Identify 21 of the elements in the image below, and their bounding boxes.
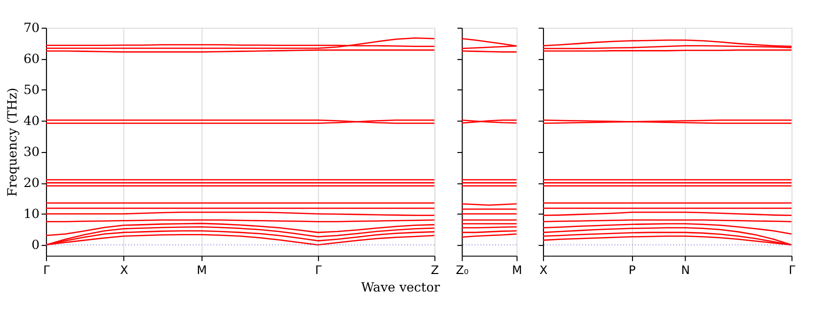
x-tick-label: Z: [430, 262, 439, 277]
y-tick-label: 10: [23, 206, 40, 222]
y-tick-label: 0: [32, 237, 40, 252]
y-tick-label: 70: [23, 20, 40, 36]
y-axis-title: Frequency (THz): [4, 88, 20, 197]
y-tick-label: 60: [23, 51, 40, 66]
y-tick-label: 40: [23, 113, 40, 128]
x-tick-label: X: [539, 262, 548, 277]
x-tick-label: Γ: [315, 262, 322, 277]
x-tick-label: P: [628, 262, 636, 277]
x-tick-label: M: [512, 262, 522, 277]
x-tick-label: Γ: [43, 262, 50, 277]
x-tick-label: N: [681, 262, 690, 277]
x-tick-label: M: [196, 262, 207, 277]
y-tick-label: 50: [23, 82, 40, 98]
x-tick-label: Z₀: [456, 262, 469, 277]
y-tick-label: 30: [23, 144, 40, 160]
x-tick-label: X: [120, 262, 128, 277]
x-tick-label: Γ: [788, 262, 796, 277]
x-axis-title: Wave vector: [361, 279, 441, 294]
y-tick-label: 20: [23, 175, 40, 190]
